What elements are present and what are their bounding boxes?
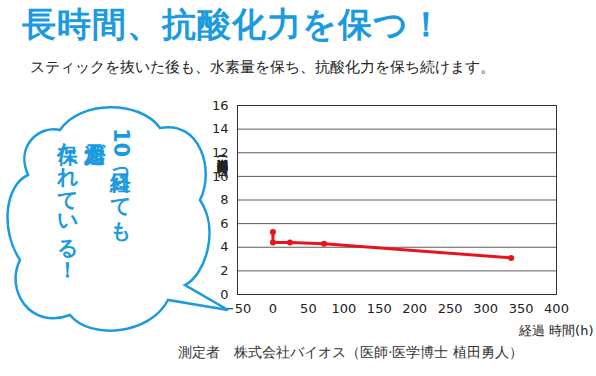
- html-text:半減期 時間(日): 半減期 時間(日): [216, 150, 229, 164]
- html-text:長時間、抗酸化力を保つ！: 長時間、抗酸化力を保つ！: [22, 4, 444, 44]
- svg-text:300: 300: [473, 301, 498, 316]
- svg-text:14: 14: [212, 121, 229, 136]
- html-text:保たれている！: 保たれている！: [56, 128, 81, 269]
- svg-text:2: 2: [220, 263, 228, 278]
- svg-text:6: 6: [220, 216, 228, 231]
- svg-text:250: 250: [438, 301, 463, 316]
- html-text:スティックを抜いた後も、水素量を保ち、抗酸化力を保ち続けます: スティックを抜いた後も、水素量を保ち、抗酸化力を保ち続けます。: [30, 58, 495, 76]
- svg-text:0: 0: [220, 287, 228, 302]
- html-text:測定者 株式会社バイオス（医師·医学博士 植田勇人）: 測定者 株式会社バイオス（医師·医学博士 植田勇人）: [178, 344, 523, 360]
- svg-text:経過 時間(h): 経過 時間(h): [518, 323, 594, 338]
- svg-text:4: 4: [220, 239, 228, 254]
- html-text:還元力が: 還元力が: [82, 128, 107, 152]
- svg-text:10: 10: [212, 169, 229, 184]
- svg-text:150: 150: [367, 301, 392, 316]
- svg-text:−50: −50: [224, 301, 251, 316]
- html-text:10日経っても: 10日経っても: [108, 128, 133, 231]
- svg-text:8: 8: [220, 192, 228, 207]
- svg-text:100: 100: [331, 301, 356, 316]
- svg-text:50: 50: [300, 301, 317, 316]
- svg-text:16: 16: [212, 98, 229, 113]
- svg-text:0: 0: [269, 301, 277, 316]
- svg-text:350: 350: [509, 301, 534, 316]
- svg-text:400: 400: [544, 301, 569, 316]
- svg-text:200: 200: [402, 301, 427, 316]
